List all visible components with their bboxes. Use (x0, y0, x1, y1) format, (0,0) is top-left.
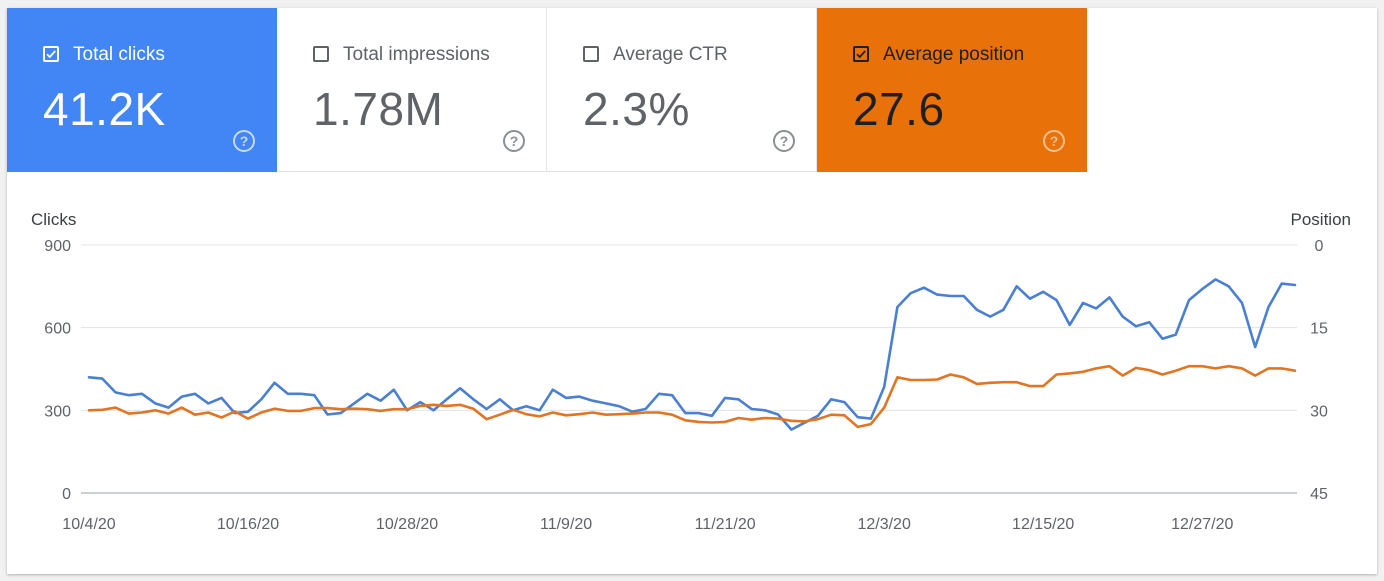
metric-label: Total impressions (343, 44, 490, 65)
checkbox-unchecked-icon[interactable] (313, 46, 329, 62)
right-axis-title: Position (1290, 210, 1351, 229)
x-tick-label: 12/3/20 (857, 516, 910, 533)
x-tick-label: 11/9/20 (540, 516, 592, 533)
help-icon[interactable]: ? (1043, 130, 1065, 152)
x-tick-label: 10/16/20 (217, 516, 279, 533)
checkbox-checked-icon[interactable] (853, 46, 869, 62)
metric-value: 41.2K (43, 83, 166, 135)
checkbox-unchecked-icon[interactable] (583, 46, 599, 62)
metric-label: Average position (883, 44, 1025, 65)
metric-value: 1.78M (313, 83, 444, 135)
metric-card-average-ctr[interactable]: Average CTR 2.3% ? (547, 8, 817, 172)
left-axis-title: Clicks (31, 210, 77, 229)
performance-chart: Clicks Position 900 0 600 15 300 30 0 45 10/4/20… (7, 172, 1377, 574)
clicks-series-line (87, 278, 1297, 431)
left-tick-label: 0 (62, 486, 71, 503)
metric-value: 2.3% (583, 83, 690, 135)
help-icon[interactable]: ? (233, 130, 255, 152)
left-tick-label: 600 (44, 321, 71, 338)
help-icon[interactable]: ? (773, 130, 795, 152)
right-tick-label: 45 (1310, 486, 1328, 503)
metric-value: 27.6 (853, 83, 945, 135)
metric-card-average-position[interactable]: Average position 27.6 ? (817, 8, 1087, 172)
performance-panel: Total clicks 41.2K ? Total impressions 1… (7, 8, 1377, 574)
metric-label: Total clicks (73, 44, 165, 65)
right-tick-label: 0 (1315, 238, 1324, 255)
position-series-line (87, 364, 1297, 429)
checkbox-checked-icon[interactable] (43, 46, 59, 62)
x-tick-label: 10/4/20 (62, 516, 115, 533)
left-tick-label: 300 (44, 403, 71, 420)
x-tick-label: 12/15/20 (1012, 516, 1074, 533)
left-tick-label: 900 (44, 238, 71, 255)
help-icon[interactable]: ? (503, 130, 525, 152)
x-tick-label: 11/21/20 (695, 516, 756, 533)
x-tick-label: 12/27/20 (1171, 516, 1233, 533)
metric-card-total-clicks[interactable]: Total clicks 41.2K ? (7, 8, 277, 172)
right-tick-label: 15 (1310, 321, 1328, 338)
metric-card-total-impressions[interactable]: Total impressions 1.78M ? (277, 8, 547, 172)
metric-cards: Total clicks 41.2K ? Total impressions 1… (7, 8, 1377, 172)
right-tick-label: 30 (1310, 403, 1328, 420)
metric-label: Average CTR (613, 44, 728, 65)
x-tick-label: 10/28/20 (376, 516, 438, 533)
series-lines (87, 278, 1297, 431)
